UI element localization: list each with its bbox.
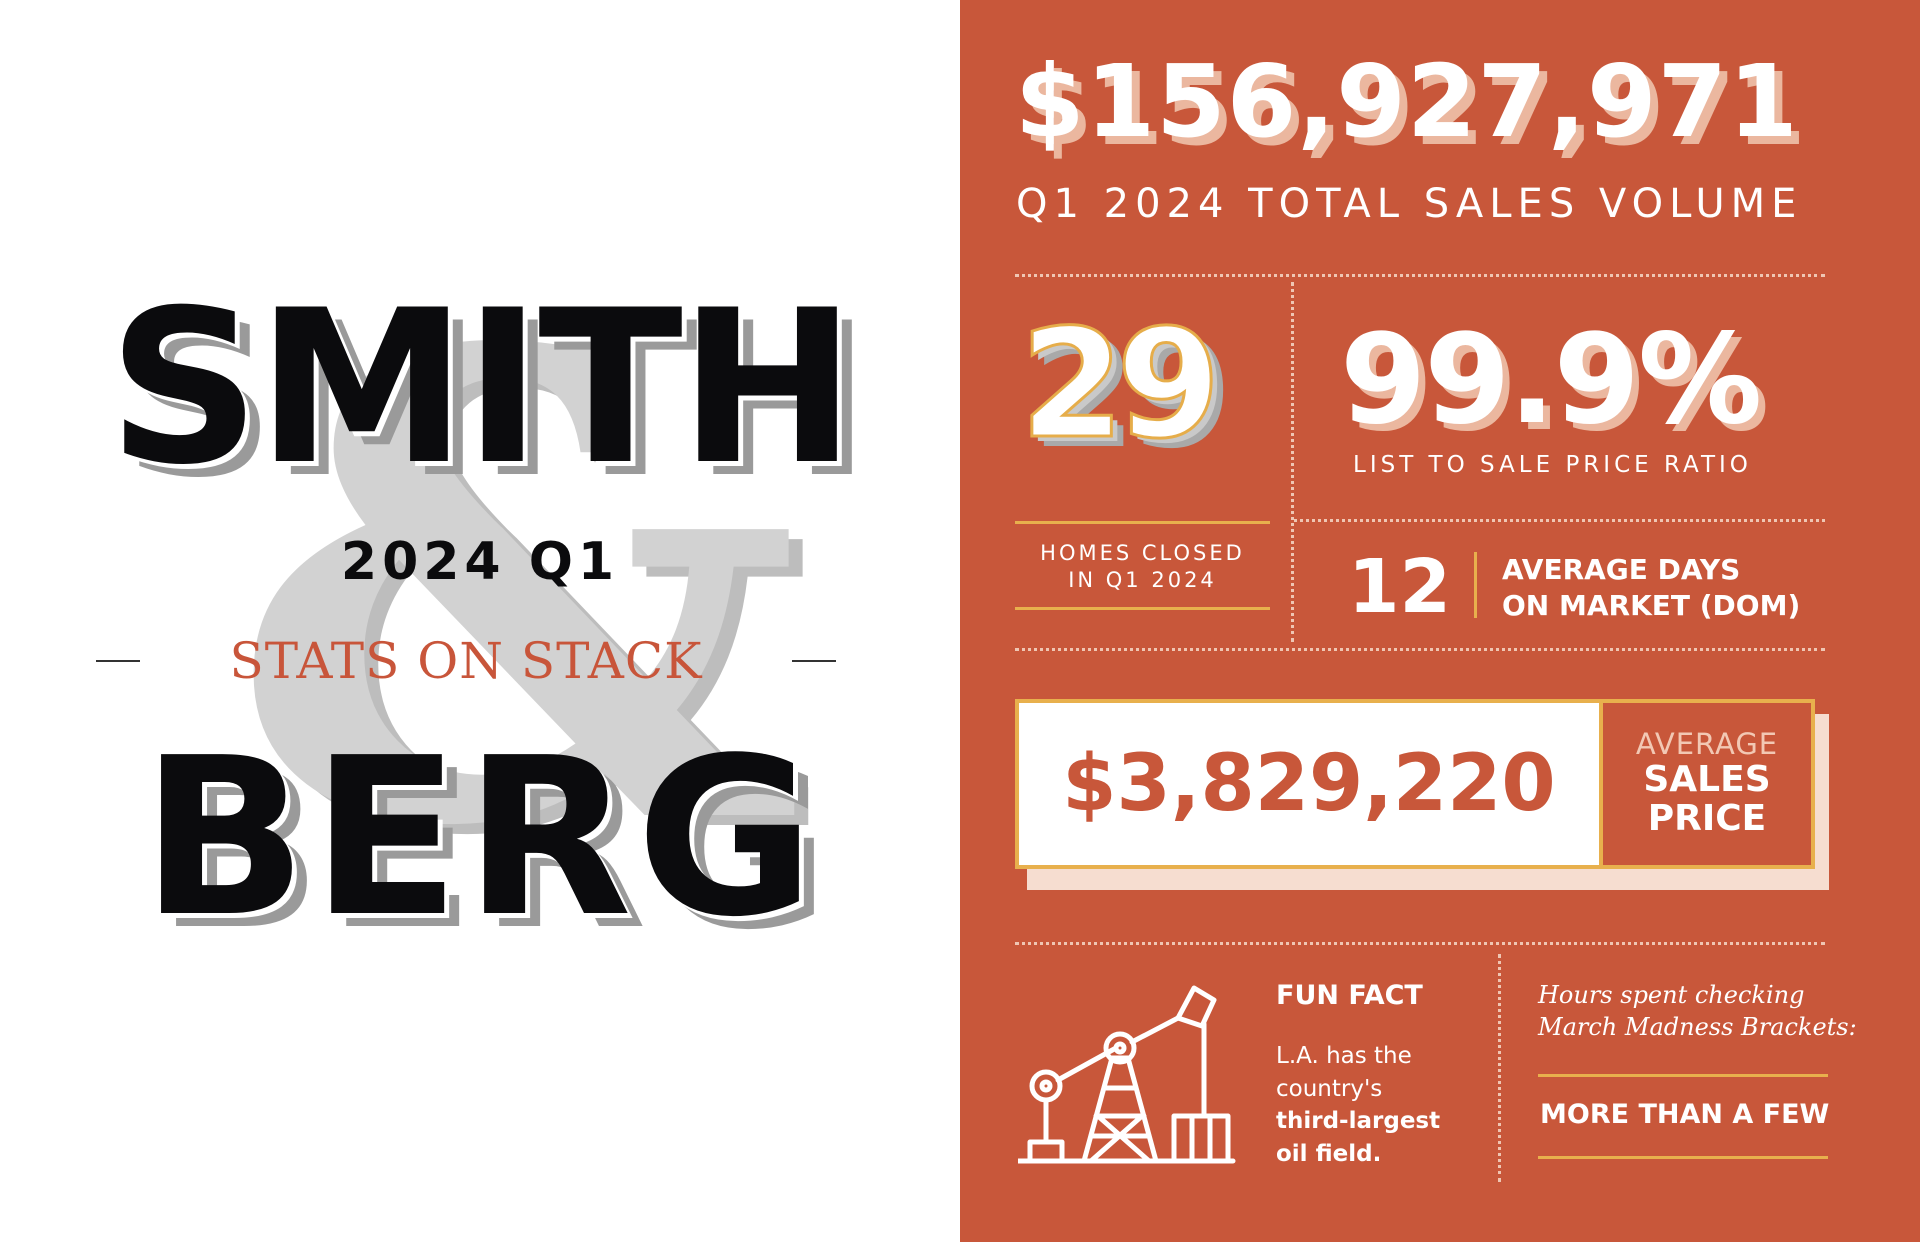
fun-fact-title: FUN FACT (1276, 980, 1423, 1011)
hours-answer: MORE THAN A FEW (1540, 1099, 1830, 1130)
avg-price-value: $3,829,220 (1062, 739, 1556, 829)
total-sales-value: $156,927,971 (1015, 43, 1799, 160)
dom-separator (1474, 552, 1477, 618)
hours-question: Hours spent checking March Madness Brack… (1538, 980, 1878, 1043)
stats-panel: $156,927,971 Q1 2024 TOTAL SALES VOLUME … (960, 0, 1920, 1242)
homes-closed-label-line1: HOMES CLOSED (1040, 541, 1245, 565)
dom-label-line1: AVERAGE DAYS (1502, 553, 1741, 586)
divider-vertical-stats (1291, 282, 1294, 642)
total-sales-label: Q1 2024 TOTAL SALES VOLUME (1016, 181, 1803, 227)
avg-price-label-line2: SALES (1643, 758, 1771, 800)
avg-price-value-cell: $3,829,220 (1019, 703, 1603, 865)
left-dash (96, 660, 140, 662)
brand-smith: SMITH (107, 264, 857, 511)
dom-value: 12 (1348, 544, 1451, 630)
divider-bottom (1015, 942, 1825, 945)
brand-berg: BERG (141, 712, 819, 965)
logo-panel: & SMITH 2024 Q1 STATS ON STACK BERG (96, 214, 857, 966)
homes-rule-bottom (1015, 607, 1270, 610)
avg-price-label-cell: AVERAGE SALES PRICE (1603, 703, 1811, 865)
dom-label: AVERAGE DAYS ON MARKET (DOM) (1502, 552, 1800, 625)
homes-closed-label-line2: IN Q1 2024 (1068, 568, 1217, 593)
subtitle: STATS ON STACK (229, 632, 703, 690)
fun-fact-bold-line1: third-largest (1276, 1108, 1441, 1135)
homes-closed-value: 29 (1019, 298, 1223, 472)
divider-middle (1015, 648, 1825, 651)
divider-top (1015, 274, 1825, 277)
avg-price-label-line1: AVERAGE (1635, 727, 1779, 762)
dom-label-line2: ON MARKET (DOM) (1502, 589, 1801, 623)
avg-price-box: $3,829,220 AVERAGE SALES PRICE (1015, 699, 1815, 869)
subtitle-row: STATS ON STACK (96, 636, 836, 686)
hours-rule-bottom (1538, 1156, 1828, 1159)
fun-fact-line1: L.A. has the (1276, 1043, 1412, 1069)
hours-rule-top (1538, 1074, 1828, 1077)
hours-line1: Hours spent checking (1538, 981, 1805, 1009)
avg-price-label-line3: PRICE (1647, 798, 1767, 840)
fun-fact-text: L.A. has the country's third-largest oil… (1276, 1040, 1486, 1171)
oil-pump-icon (1018, 985, 1236, 1164)
hours-line2: March Madness Brackets: (1538, 1012, 1857, 1041)
divider-vertical-bottom (1498, 954, 1501, 1182)
homes-rule-top (1015, 521, 1270, 524)
period-label: 2024 Q1 (340, 532, 620, 592)
divider-ratio-dom (1294, 519, 1825, 522)
right-dash (792, 660, 836, 662)
fun-fact-line2: country's (1276, 1075, 1383, 1102)
list-to-sale-value: 99.9% (1340, 308, 1762, 452)
list-to-sale-label: LIST TO SALE PRICE RATIO (1353, 452, 1752, 478)
fun-fact-bold-line2: oil field. (1276, 1140, 1382, 1167)
ampersand-logo: & (228, 214, 806, 966)
homes-closed-label: HOMES CLOSED IN Q1 2024 (1015, 540, 1270, 595)
